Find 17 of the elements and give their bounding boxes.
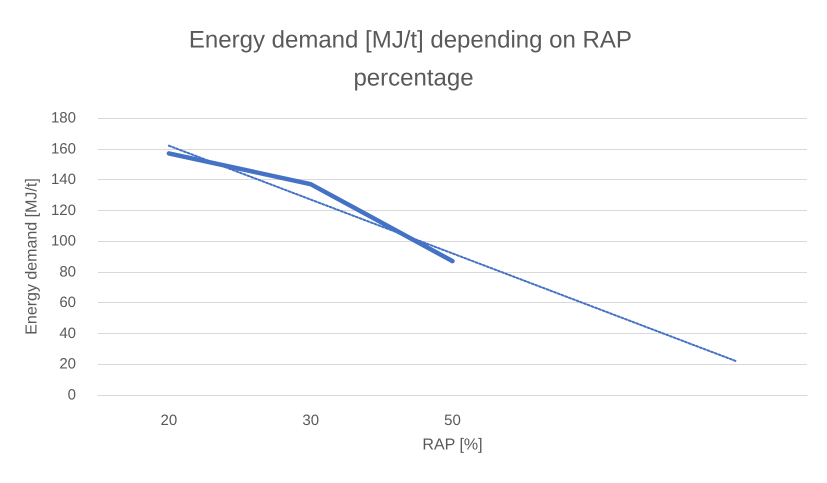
x-tick-label: 20 bbox=[160, 412, 178, 429]
y-tick-label: 60 bbox=[59, 294, 76, 312]
y-tick-label: 140 bbox=[50, 171, 76, 188]
x-tick-label: 30 bbox=[302, 412, 320, 429]
y-axis-title: Energy demand [MJ/t] bbox=[24, 178, 40, 335]
line-series bbox=[168, 144, 738, 362]
y-tick-label: 100 bbox=[50, 232, 76, 250]
chart-title: Energy demand [MJ/t] depending on RAP percentage bbox=[188, 26, 638, 92]
y-tick-label: 120 bbox=[50, 202, 76, 219]
y-tick-label: 160 bbox=[50, 140, 76, 158]
y-tick-label: 40 bbox=[59, 324, 76, 342]
y-tick-label: 0 bbox=[68, 386, 76, 404]
x-tick-label: 50 bbox=[444, 412, 461, 429]
y-tick-label: 180 bbox=[50, 110, 76, 126]
y-tick-label: 80 bbox=[59, 263, 76, 280]
y-tick-label: 20 bbox=[59, 356, 76, 373]
x-axis-title: RAP [%] bbox=[422, 436, 483, 454]
